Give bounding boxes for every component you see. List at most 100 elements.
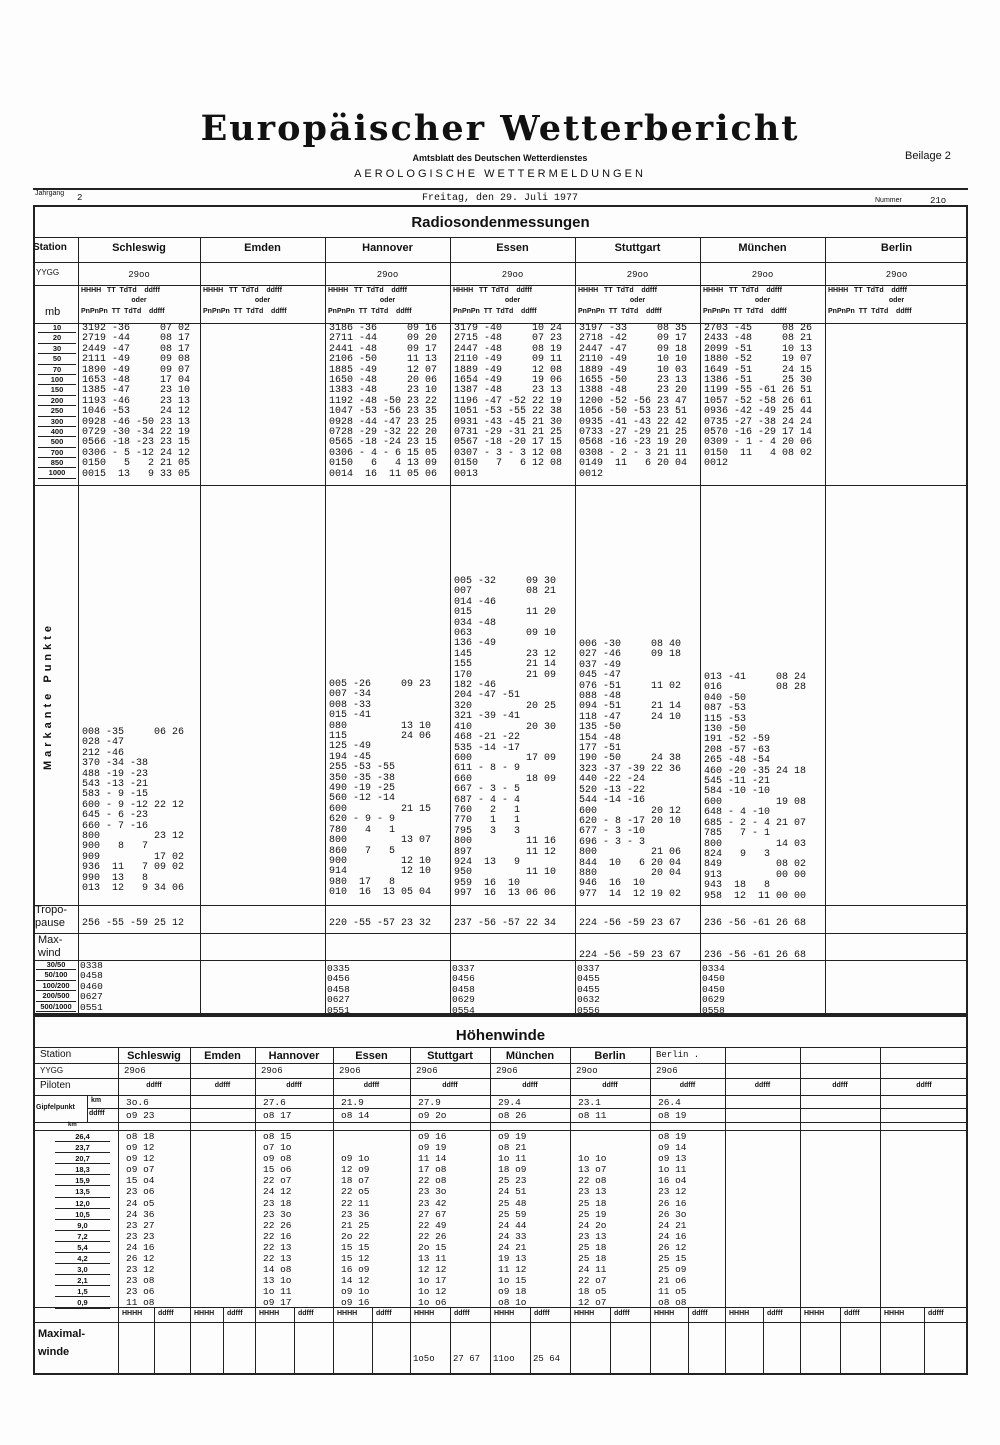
- level-row: 0150 7 6 12 08: [454, 458, 563, 470]
- wind-row: 22 26: [263, 1219, 292, 1231]
- gipfel-km: 21.9: [341, 1097, 364, 1108]
- column-head: HHHH TT TdTd ddfff: [81, 287, 160, 294]
- hhhh-head: HHHH: [337, 1310, 358, 1317]
- wind-row: 23 13: [578, 1186, 607, 1198]
- level-row: 1654 -49 19 06: [454, 375, 563, 387]
- divider: [410, 1047, 411, 1375]
- wind-row: 1o 11: [263, 1286, 292, 1298]
- layer-value: 0338: [80, 960, 103, 971]
- markant-row: 600 19 08: [704, 796, 807, 808]
- layer-values: 0334 0450 0450 0629 0558: [702, 963, 725, 1016]
- level-3,0: 3,0: [55, 1264, 110, 1276]
- wind-row: 22 o8: [578, 1175, 607, 1187]
- wind-row: 24 12: [263, 1186, 292, 1198]
- level-10,5: 10,5: [55, 1209, 110, 1220]
- wind-row: o9 18: [498, 1286, 527, 1298]
- column-oder: oder: [888, 297, 905, 304]
- yygg-value: 29oo: [376, 270, 399, 280]
- divider: [255, 1047, 256, 1375]
- station-name: Schleswig: [112, 242, 166, 254]
- station-name: München: [738, 242, 787, 254]
- level-row: 1386 -51 25 30: [704, 375, 813, 387]
- level-20: 20: [38, 333, 76, 344]
- markant-row: 943 18 8: [704, 880, 771, 892]
- level-row: 0306 - 4 - 6 15 05: [329, 447, 438, 459]
- layer-value: 0458: [452, 983, 475, 995]
- markant-row: 645 - 6 -23: [82, 810, 149, 822]
- level-26,4: 26,4: [55, 1131, 110, 1143]
- divider: [725, 1047, 726, 1375]
- wind-row: 22 16: [263, 1230, 292, 1242]
- markant-row: 323 -37 -39 22 36: [579, 763, 682, 775]
- column-head: HHHH TT TdTd ddfff: [328, 287, 407, 294]
- gipfel-km: 29.4: [498, 1097, 521, 1108]
- markant-row: 685 - 2 - 4 21 07: [704, 817, 807, 829]
- hhhh-head: HHHH: [804, 1310, 825, 1317]
- divider: [450, 1307, 451, 1375]
- level-row: 1649 -51 24 15: [704, 364, 813, 376]
- markant-row: 800 21 06: [579, 847, 682, 859]
- markant-row: 014 -46: [454, 596, 497, 608]
- level-row: 0012: [704, 458, 729, 470]
- divider: [118, 1047, 119, 1375]
- level-row: 2719 -44 08 17: [82, 333, 191, 345]
- wind-row: o9 19: [498, 1131, 527, 1142]
- wind-row: 13 1o: [263, 1275, 292, 1287]
- wind-row: 1o 11: [658, 1164, 687, 1176]
- gipfel-km: 26.4: [658, 1097, 681, 1108]
- markant-row: 145 23 12: [454, 648, 557, 660]
- yygg-value: 29oo: [576, 1066, 598, 1076]
- level-row: 2110 -49 10 10: [579, 354, 688, 366]
- markant-row: 914 12 10: [329, 866, 432, 878]
- station-name: München: [505, 1050, 555, 1062]
- level-row: 0567 -18 -20 17 15: [454, 437, 563, 449]
- layer-value: 0627: [327, 994, 350, 1006]
- markant-row: 008 -35 06 26: [82, 727, 185, 738]
- markant-row: 265 -48 -54: [704, 755, 771, 767]
- markant-row: 006 -30 08 40: [579, 639, 682, 650]
- yygg-value: 29o6: [261, 1066, 283, 1076]
- ddfff-head: ddfff: [916, 1082, 932, 1089]
- markant-row: 543 -13 -21: [82, 779, 149, 791]
- wind-row: 15 12: [341, 1253, 370, 1265]
- hhhh-head: HHHH: [729, 1310, 750, 1317]
- markant-row: 950 11 10: [454, 867, 557, 879]
- yygg-value: 29o6: [416, 1066, 438, 1076]
- markant-row: 410 20 30: [454, 721, 557, 733]
- level-row: 1057 -52 -58 26 61: [704, 395, 813, 407]
- level-70: 70: [38, 365, 76, 375]
- wind-row: 11 o8: [126, 1297, 155, 1309]
- level-row: 0566 -18 -23 23 15: [82, 437, 191, 449]
- wind-row: 23 42: [418, 1197, 447, 1209]
- station-name: Essen: [355, 1050, 388, 1062]
- wind-row: o9 1o: [341, 1286, 370, 1298]
- markant-row: 660 - 7 -16: [82, 820, 149, 832]
- wind-row: o8 19: [658, 1131, 687, 1142]
- markant-row: 115 24 06: [329, 731, 432, 743]
- piloten-label: Piloten: [40, 1080, 71, 1091]
- wind-row: 24 16: [658, 1230, 687, 1242]
- divider: [87, 1108, 968, 1109]
- gipfel-km: 3o.6: [126, 1097, 149, 1108]
- markant-row: 660 18 09: [454, 773, 557, 785]
- markant-row: 013 12 9 34 06: [82, 883, 185, 895]
- wind-row: 23 o6: [126, 1186, 155, 1198]
- markant-row: 182 -46: [454, 680, 497, 692]
- tropopause-value: 256 -55 -59 25 12: [82, 918, 185, 929]
- station-name: Stuttgart: [614, 242, 661, 254]
- level-row: 0735 -27 -38 24 24: [704, 416, 813, 428]
- ddfff-head: ddfff: [454, 1310, 470, 1317]
- level-row: 0568 -16 -23 19 20: [579, 437, 688, 449]
- wind-row: 24 51: [498, 1186, 527, 1198]
- max-ddfff: 25 64: [533, 1354, 561, 1364]
- markant-row: 600 17 09: [454, 752, 557, 764]
- level-row: 1385 -47 23 10: [82, 385, 191, 397]
- station-name: Hannover: [362, 242, 413, 254]
- wind-row: 16 o9: [341, 1264, 370, 1276]
- markant-row: 800 23 12: [82, 831, 185, 843]
- markante-punkte-Stuttgart: 006 -30 08 40 027 -46 09 18 037 -49 045 -47…: [579, 639, 682, 900]
- wind-row: o8 21: [498, 1142, 527, 1154]
- divider: [33, 905, 968, 906]
- gipfel-ddfff: o9 23: [126, 1110, 155, 1121]
- column-oder: oder: [754, 297, 771, 304]
